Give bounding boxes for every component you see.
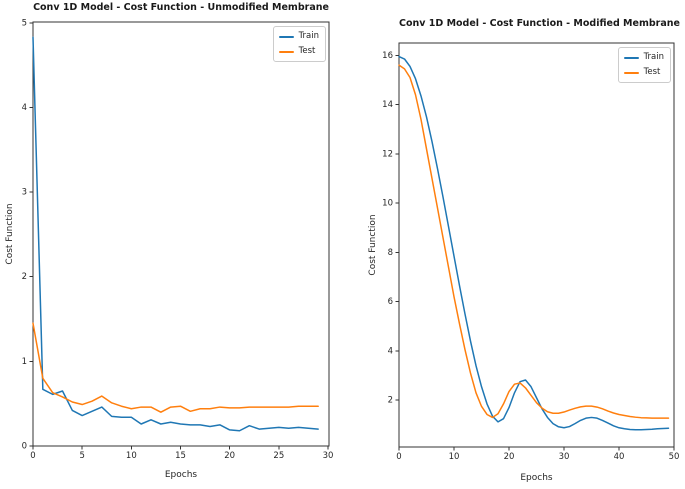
x-axis-label: Epochs (520, 473, 553, 483)
test-line-swatch (278, 50, 294, 53)
legend-label-train: Train (643, 52, 664, 62)
test-line-swatch (623, 71, 639, 74)
svg-text:2: 2 (388, 396, 393, 406)
legend-item-test: Test (623, 66, 664, 79)
svg-text:12: 12 (382, 149, 393, 159)
legend-item-train: Train (278, 30, 319, 43)
legend-label-test: Test (298, 46, 316, 56)
svg-text:6: 6 (388, 297, 393, 307)
chart-title: Conv 1D Model - Cost Function - Modified… (399, 18, 680, 29)
x-axis-label: Epochs (164, 470, 198, 480)
train-line-swatch (278, 35, 294, 38)
svg-text:30: 30 (559, 452, 570, 462)
svg-text:14: 14 (382, 100, 393, 110)
legend-label-test: Test (643, 67, 661, 77)
chart-title: Conv 1D Model - Cost Function - Unmodifi… (33, 2, 329, 13)
svg-text:50: 50 (669, 452, 680, 462)
legend-item-train: Train (623, 51, 664, 64)
svg-text:10: 10 (382, 199, 393, 209)
train-line-swatch (623, 56, 639, 59)
y-axis-label: Cost Function (368, 214, 378, 276)
legend: Train Test (272, 26, 326, 62)
legend-label-train: Train (298, 31, 319, 41)
svg-text:10: 10 (449, 452, 460, 462)
svg-text:20: 20 (504, 452, 515, 462)
legend: Train Test (617, 47, 671, 83)
svg-text:16: 16 (382, 51, 393, 61)
svg-text:40: 40 (614, 452, 625, 462)
legend-item-test: Test (278, 45, 319, 58)
svg-text:8: 8 (388, 248, 393, 258)
svg-text:4: 4 (388, 346, 393, 356)
svg-text:0: 0 (396, 452, 401, 462)
